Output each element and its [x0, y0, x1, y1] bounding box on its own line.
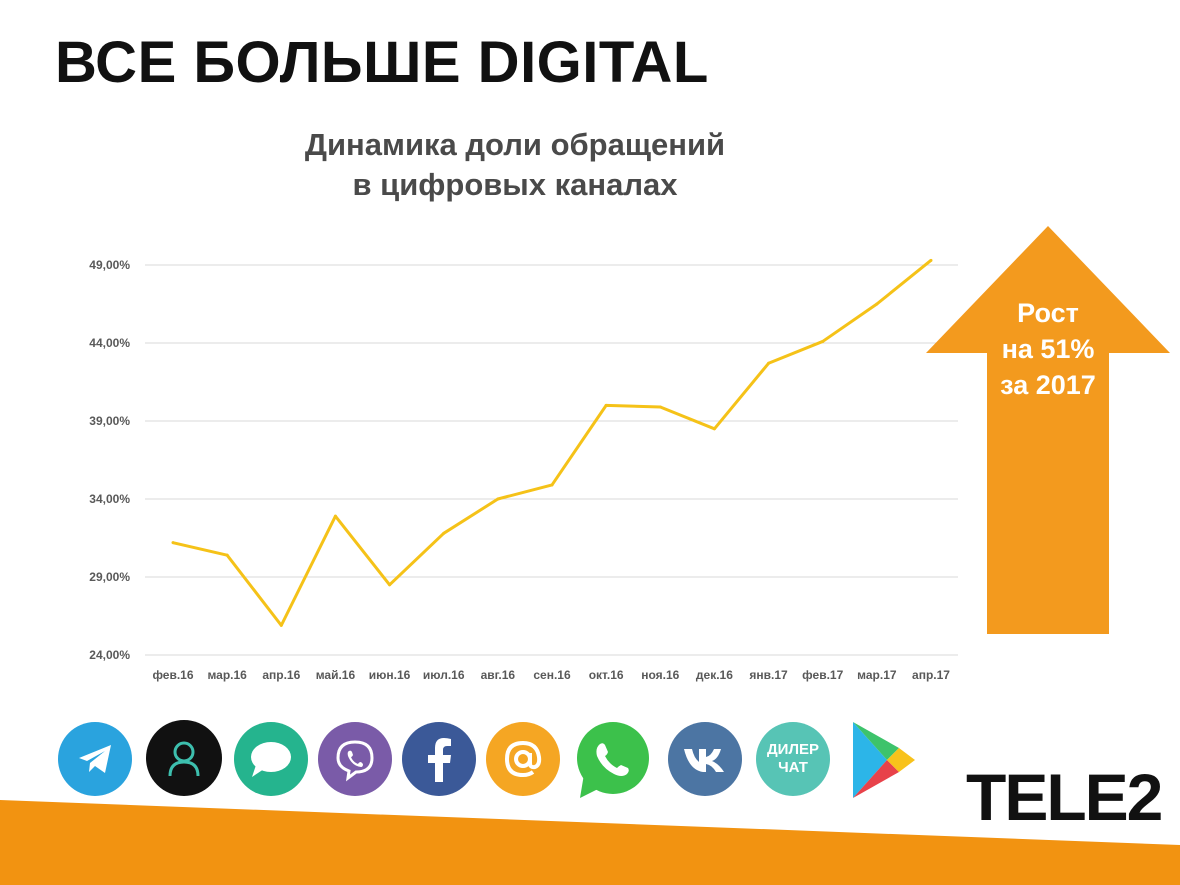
x-tick-label: апр.16 [262, 668, 300, 682]
google-play-icon[interactable] [844, 720, 920, 800]
x-tick-label: июл.16 [423, 668, 465, 682]
chart-title-line-1: Динамика доли обращений [304, 127, 726, 162]
y-tick-label: 24,00% [89, 648, 130, 662]
data-point [821, 339, 825, 343]
data-point [875, 302, 879, 306]
dealer-chat-line-2: ЧАТ [778, 759, 808, 776]
x-tick-label: мар.16 [207, 668, 247, 682]
whatsapp-icon[interactable] [570, 718, 654, 802]
vk-icon[interactable] [668, 722, 742, 796]
data-point [279, 623, 283, 627]
y-tick-label: 34,00% [89, 492, 130, 506]
x-tick-label: ноя.16 [641, 668, 679, 682]
data-point [496, 497, 500, 501]
chart-title: Динамика доли обращений в цифровых канал… [200, 125, 830, 205]
growth-line-1: Рост [1017, 298, 1079, 328]
data-point [225, 553, 229, 557]
growth-arrow-text: Рост на 51% за 2017 [988, 295, 1108, 403]
data-point [442, 531, 446, 535]
data-point [333, 514, 337, 518]
data-point [767, 361, 771, 365]
user-avatar-icon[interactable] [146, 720, 222, 796]
telegram-icon[interactable] [58, 722, 132, 796]
data-point [929, 258, 933, 262]
y-tick-label: 39,00% [89, 414, 130, 428]
data-point [550, 483, 554, 487]
data-point [658, 405, 662, 409]
data-point [171, 541, 175, 545]
x-tick-label: апр.17 [912, 668, 950, 682]
data-point [712, 427, 716, 431]
y-tick-label: 44,00% [89, 336, 130, 350]
x-tick-label: май.16 [316, 668, 356, 682]
x-tick-label: авг.16 [481, 668, 516, 682]
data-point [388, 583, 392, 587]
growth-line-3: за 2017 [1000, 370, 1096, 400]
x-tick-label: янв.17 [749, 668, 788, 682]
chat-bubble-icon[interactable] [234, 722, 308, 796]
dealer-chat-icon[interactable]: ДИЛЕР ЧАТ [756, 722, 830, 796]
email-at-icon[interactable] [486, 722, 560, 796]
viber-icon[interactable] [318, 722, 392, 796]
dealer-chat-line-1: ДИЛЕР [766, 741, 819, 758]
data-point [604, 403, 608, 407]
y-tick-label: 29,00% [89, 570, 130, 584]
x-tick-label: мар.17 [857, 668, 897, 682]
facebook-icon[interactable] [402, 722, 476, 796]
chart-title-line-2: в цифровых каналах [352, 167, 678, 202]
y-tick-label: 49,00% [89, 258, 130, 272]
page-headline: ВСЕ БОЛЬШЕ DIGITAL [55, 30, 709, 95]
growth-arrow-icon [926, 226, 1170, 634]
x-tick-label: дек.16 [696, 668, 733, 682]
series-line [172, 259, 932, 627]
tele2-logo: TELE2 [966, 760, 1163, 834]
x-tick-label: фев.17 [802, 668, 843, 682]
x-tick-label: фев.16 [152, 668, 193, 682]
x-tick-label: окт.16 [589, 668, 624, 682]
x-tick-label: июн.16 [369, 668, 411, 682]
x-tick-label: сен.16 [533, 668, 571, 682]
growth-line-2: на 51% [1001, 334, 1095, 364]
